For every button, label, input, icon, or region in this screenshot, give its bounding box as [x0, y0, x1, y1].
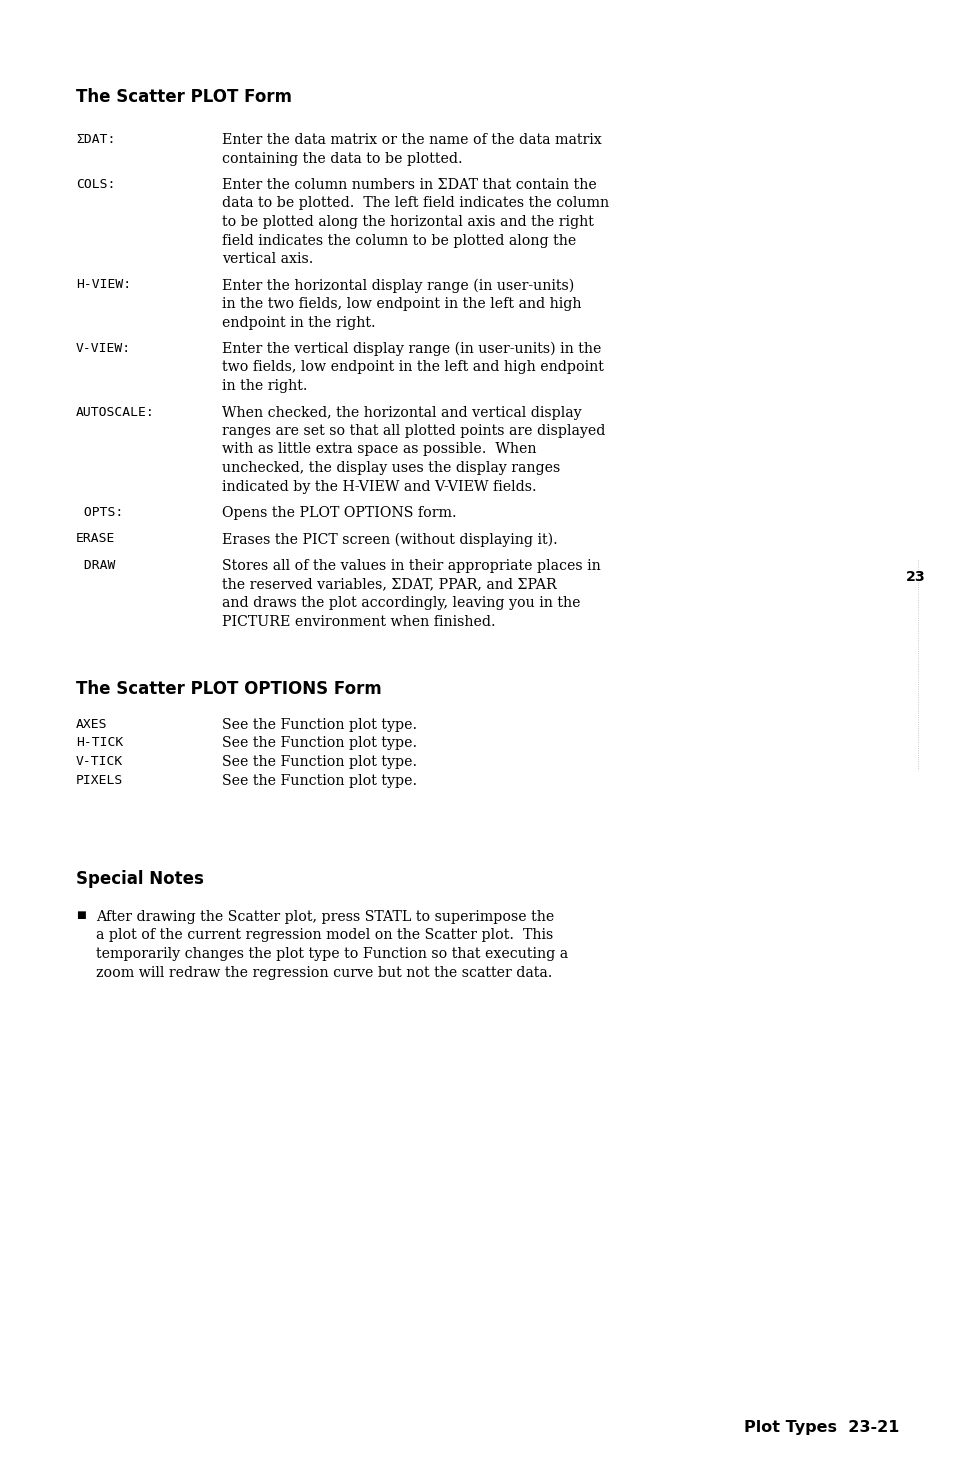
Text: H-VIEW:: H-VIEW: — [76, 278, 131, 291]
Text: V-TICK: V-TICK — [76, 755, 123, 769]
Text: See the Function plot type.: See the Function plot type. — [222, 773, 416, 788]
Text: Enter the data matrix or the name of the data matrix: Enter the data matrix or the name of the… — [222, 133, 601, 146]
Text: to be plotted along the horizontal axis and the right: to be plotted along the horizontal axis … — [222, 215, 594, 228]
Text: See the Function plot type.: See the Function plot type. — [222, 755, 416, 769]
Text: Stores all of the values in their appropriate places in: Stores all of the values in their approp… — [222, 559, 600, 572]
Text: When checked, the horizontal and vertical display: When checked, the horizontal and vertica… — [222, 406, 581, 420]
Text: Special Notes: Special Notes — [76, 870, 204, 889]
Text: the reserved variables, ΣDAT, PPAR, and ΣPAR: the reserved variables, ΣDAT, PPAR, and … — [222, 577, 557, 591]
Text: a plot of the current regression model on the Scatter plot.  This: a plot of the current regression model o… — [96, 928, 553, 943]
Text: Plot Types  23-21: Plot Types 23-21 — [742, 1420, 898, 1435]
Text: two fields, low endpoint in the left and high endpoint: two fields, low endpoint in the left and… — [222, 360, 603, 375]
Text: ranges are set so that all plotted points are displayed: ranges are set so that all plotted point… — [222, 425, 605, 438]
Text: Enter the column numbers in ΣDAT that contain the: Enter the column numbers in ΣDAT that co… — [222, 179, 597, 192]
Text: zoom will redraw the regression curve but not the scatter data.: zoom will redraw the regression curve bu… — [96, 965, 552, 979]
Text: unchecked, the display uses the display ranges: unchecked, the display uses the display … — [222, 461, 559, 474]
Text: Enter the vertical display range (in user-units) in the: Enter the vertical display range (in use… — [222, 343, 600, 356]
Text: The Scatter PLOT OPTIONS Form: The Scatter PLOT OPTIONS Form — [76, 679, 381, 698]
Text: 23: 23 — [905, 569, 925, 584]
Text: See the Function plot type.: See the Function plot type. — [222, 717, 416, 732]
Text: Enter the horizontal display range (in user-units): Enter the horizontal display range (in u… — [222, 278, 574, 293]
Text: endpoint in the right.: endpoint in the right. — [222, 316, 375, 329]
Text: ■: ■ — [76, 911, 86, 919]
Text: field indicates the column to be plotted along the: field indicates the column to be plotted… — [222, 233, 576, 247]
Text: OPTS:: OPTS: — [76, 507, 123, 520]
Text: AUTOSCALE:: AUTOSCALE: — [76, 406, 154, 419]
Text: temporarily changes the plot type to Function so that executing a: temporarily changes the plot type to Fun… — [96, 947, 568, 960]
Text: Opens the PLOT OPTIONS form.: Opens the PLOT OPTIONS form. — [222, 507, 456, 520]
Text: After drawing the Scatter plot, press STATL to superimpose the: After drawing the Scatter plot, press ST… — [96, 911, 554, 924]
Text: and draws the plot accordingly, leaving you in the: and draws the plot accordingly, leaving … — [222, 596, 579, 610]
Text: COLS:: COLS: — [76, 179, 115, 190]
Text: in the two fields, low endpoint in the left and high: in the two fields, low endpoint in the l… — [222, 297, 581, 310]
Text: V-VIEW:: V-VIEW: — [76, 343, 131, 354]
Text: DRAW: DRAW — [76, 559, 115, 572]
Text: ΣDAT:: ΣDAT: — [76, 133, 115, 146]
Text: indicated by the H-VIEW and V-VIEW fields.: indicated by the H-VIEW and V-VIEW field… — [222, 480, 536, 493]
Text: H-TICK: H-TICK — [76, 736, 123, 750]
Text: data to be plotted.  The left field indicates the column: data to be plotted. The left field indic… — [222, 196, 608, 211]
Text: with as little extra space as possible.  When: with as little extra space as possible. … — [222, 442, 536, 457]
Text: See the Function plot type.: See the Function plot type. — [222, 736, 416, 751]
Text: containing the data to be plotted.: containing the data to be plotted. — [222, 151, 462, 165]
Text: PICTURE environment when finished.: PICTURE environment when finished. — [222, 615, 496, 628]
Text: Erases the PICT screen (without displaying it).: Erases the PICT screen (without displayi… — [222, 533, 558, 548]
Text: PIXELS: PIXELS — [76, 773, 123, 786]
Text: ERASE: ERASE — [76, 533, 115, 546]
Text: The Scatter PLOT Form: The Scatter PLOT Form — [76, 88, 292, 105]
Text: in the right.: in the right. — [222, 379, 307, 392]
Text: AXES: AXES — [76, 717, 108, 731]
Text: vertical axis.: vertical axis. — [222, 252, 313, 266]
